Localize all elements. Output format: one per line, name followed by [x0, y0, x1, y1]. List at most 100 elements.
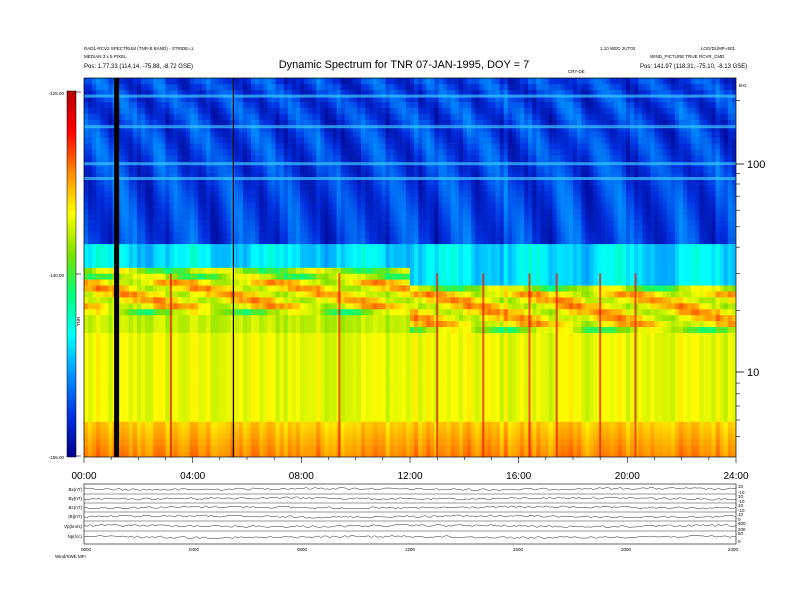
spectrogram-cell — [328, 243, 333, 251]
spectrogram-cell — [242, 421, 248, 428]
spectrogram-cell — [263, 439, 268, 446]
spectrogram-cell — [96, 332, 101, 339]
spectrogram-cell — [104, 172, 109, 179]
spectrogram-cell — [136, 344, 142, 351]
spectrogram-cell — [92, 297, 97, 304]
spectrogram-cell — [316, 243, 321, 251]
spectrogram-cell — [218, 119, 223, 126]
spectrogram-cell — [304, 374, 309, 381]
spectrogram-cell — [263, 397, 268, 404]
spectrogram-cell — [234, 172, 240, 179]
spectrogram-cell — [242, 149, 248, 156]
spectrogram-cell — [291, 220, 297, 227]
spectrogram-cell — [393, 451, 399, 457]
spectrogram-cell — [267, 243, 272, 251]
spectrogram-cell — [295, 95, 301, 102]
spectrogram-cell — [312, 131, 317, 138]
spectrogram-cell — [100, 83, 105, 91]
spectrogram-cell — [128, 421, 134, 428]
spectrogram-cell — [352, 149, 358, 156]
spectrogram-cell — [259, 356, 264, 363]
spectrogram-cell — [357, 125, 362, 132]
spectrogram-cell — [157, 178, 162, 185]
spectrogram-cell — [238, 332, 244, 339]
spectrogram-cell — [263, 303, 268, 310]
spectrogram-cell — [165, 78, 170, 85]
spectrogram-cell — [181, 320, 187, 328]
spectrogram-cell — [214, 137, 219, 144]
spectrogram-cell — [218, 445, 223, 452]
spectrogram-cell — [92, 208, 97, 215]
spectrogram-cell — [92, 261, 97, 268]
spectrogram-cell — [295, 439, 301, 446]
spectrogram-cell — [238, 243, 244, 251]
spectrogram-cell — [242, 131, 248, 138]
spectrogram-cell — [332, 184, 337, 191]
spectrogram-cell — [161, 166, 166, 174]
spectrogram-cell — [377, 356, 382, 363]
spectrogram-cell — [177, 172, 183, 179]
spectrogram-cell — [263, 326, 268, 333]
spectrogram-cell — [108, 409, 113, 416]
spectrogram-cell — [316, 397, 321, 404]
spectrogram-cell — [348, 308, 354, 316]
spectrogram-cell — [161, 113, 166, 120]
spectrogram-cell — [328, 190, 333, 197]
spectrogram-cell — [393, 137, 399, 144]
spectrogram-cell — [344, 344, 350, 351]
spectrogram-cell — [222, 332, 227, 339]
spectrogram-cell — [218, 273, 223, 280]
spectrogram-cell — [299, 332, 305, 339]
spectrogram-cell — [88, 291, 93, 298]
spectrogram-cell — [145, 184, 150, 191]
spectrogram-cell — [255, 303, 260, 310]
spectrogram-cell — [279, 83, 284, 91]
spectrogram-cell — [316, 214, 321, 221]
spectrogram-cell — [332, 356, 337, 363]
spectrogram-cell — [336, 83, 342, 91]
spectrogram-cell — [373, 196, 378, 203]
spectrogram-cell — [92, 83, 97, 91]
spectrogram-cell — [320, 220, 325, 227]
spectrogram-cell — [189, 374, 195, 381]
spectrogram-cell — [312, 172, 317, 179]
spectrogram-cell — [373, 332, 378, 339]
spectrogram-cell — [279, 89, 284, 97]
spectrogram-cell — [393, 421, 399, 428]
spectrogram-cell — [259, 137, 264, 144]
spectrogram-cell — [136, 385, 142, 393]
spectrogram-cell — [283, 380, 289, 387]
spectrogram-cell — [238, 255, 244, 262]
spectrogram-cell — [242, 231, 248, 239]
spectrogram-cell — [214, 226, 219, 233]
spectrogram-cell — [104, 231, 109, 239]
spectrogram-cell — [332, 131, 337, 138]
spectrogram-cell — [299, 397, 305, 404]
spectrogram-cell — [295, 101, 301, 108]
spectrogram-cell — [185, 255, 191, 262]
spectrogram-cell — [279, 380, 284, 387]
spectrogram-cell — [242, 279, 248, 286]
spectrogram-cell — [153, 78, 158, 85]
spectrogram-cell — [88, 261, 93, 268]
spectrogram-cell — [271, 202, 276, 209]
spectrogram-cell — [279, 202, 284, 209]
spectrogram-cell — [255, 137, 260, 144]
spectrogram-cell — [271, 131, 276, 138]
spectrogram-cell — [128, 320, 134, 328]
spectrogram-cell — [267, 137, 272, 144]
spectrogram-cell — [279, 267, 284, 274]
spectrogram-cell — [128, 214, 134, 221]
spectrogram-cell — [271, 237, 276, 245]
spectrogram-cell — [361, 445, 366, 452]
spectrogram-cell — [352, 273, 358, 280]
spectrogram-cell — [373, 249, 378, 256]
spectrogram-cell — [336, 214, 342, 221]
spectrogram-cell — [88, 107, 93, 114]
spectrogram-cell — [397, 279, 403, 286]
spectrogram-cell — [340, 214, 346, 221]
spectrogram-cell — [365, 350, 370, 357]
spectrogram-cell — [385, 190, 390, 197]
spectrogram-cell — [251, 220, 256, 227]
spectrogram-cell — [161, 214, 166, 221]
